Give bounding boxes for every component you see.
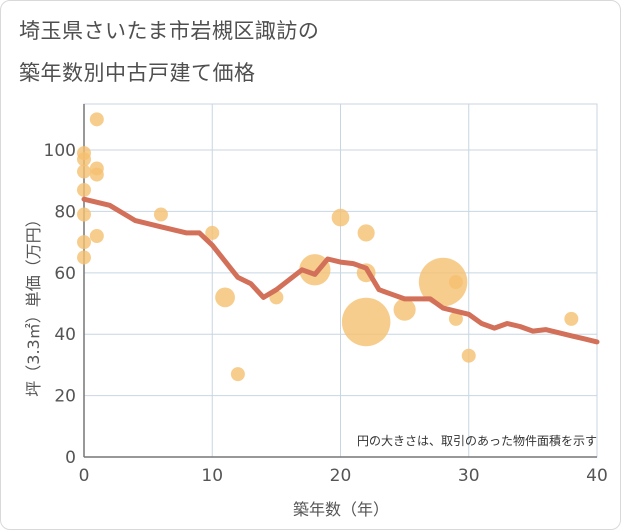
bubble-point: [357, 224, 375, 242]
bubble-point: [418, 257, 468, 307]
x-axis-title: 築年数（年）: [293, 500, 389, 519]
y-tick-label: 40: [54, 325, 76, 345]
x-tick-label: 10: [201, 466, 223, 486]
x-tick-label: 30: [458, 466, 480, 486]
grid-lines: [83, 103, 598, 458]
trend-line: [81, 196, 600, 345]
x-tick-label: 40: [586, 466, 608, 486]
bubble-point: [448, 275, 463, 290]
y-tick-label: 20: [54, 387, 76, 407]
bubble-point: [153, 207, 168, 222]
bubble-point: [77, 152, 91, 167]
bubble-point: [89, 112, 104, 127]
axis-ticks: 0 20 40 60 80 100 0 10 20 30 40: [44, 141, 608, 486]
bubble-point: [205, 225, 220, 240]
bubble-point: [461, 348, 476, 363]
y-tick-label: 80: [54, 202, 76, 222]
bubble-point: [77, 250, 91, 265]
bubble-point: [448, 311, 463, 326]
y-tick-label: 60: [54, 264, 76, 284]
chart-title-line-2: 築年数別中古戸建て価格: [19, 61, 256, 85]
bubble-size-note: 円の大きさは、取引のあった物件面積を示す: [357, 433, 597, 448]
chart-title-line-1: 埼玉県さいたま市岩槻区諏訪の: [19, 19, 320, 43]
x-tick-label: 20: [330, 466, 352, 486]
bubble-point: [393, 298, 416, 321]
bubble-point: [77, 164, 91, 179]
bubble-point: [341, 297, 391, 347]
bubble-point: [77, 207, 91, 222]
y-axis-title: 坪（3.3㎡）単価（万円）: [24, 211, 43, 396]
bubble-point: [89, 228, 104, 243]
bubble-point: [77, 182, 91, 197]
bubble-point: [331, 208, 350, 227]
y-tick-label: 0: [65, 448, 76, 468]
bubble-point: [564, 311, 579, 326]
bubble-point: [230, 367, 245, 382]
bubble-point: [89, 167, 104, 182]
y-tick-label: 100: [44, 141, 76, 161]
bubble-point: [77, 235, 91, 250]
x-tick-label: 0: [79, 466, 90, 486]
bubble-series: [77, 112, 579, 382]
bubble-point: [215, 287, 235, 308]
trend-line-layer: [81, 196, 600, 345]
